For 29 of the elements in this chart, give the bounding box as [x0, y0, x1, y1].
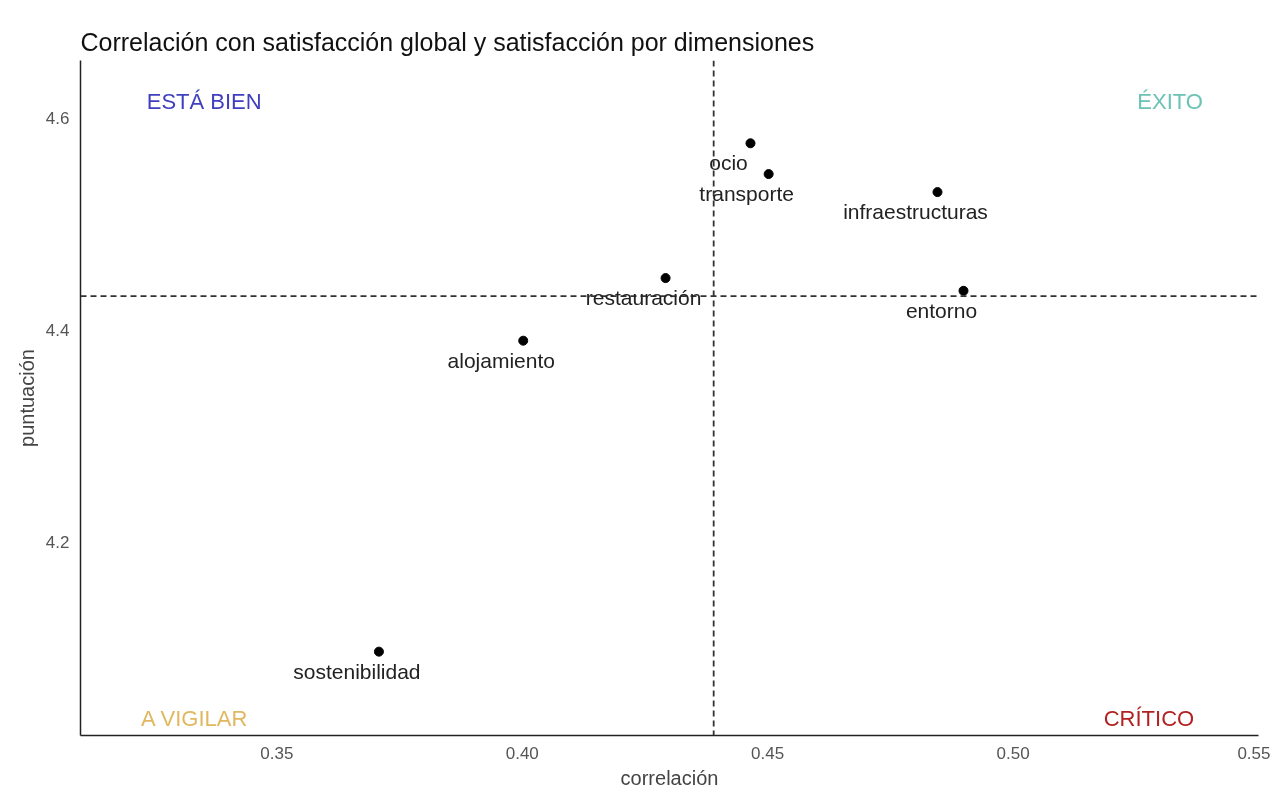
x-tick-label: 0.50: [996, 743, 1030, 763]
chart-title: Correlación con satisfacción global y satisfacción por dimensiones: [80, 27, 815, 56]
annotation: alojamiento: [447, 348, 555, 372]
x-tick-label: 0.45: [751, 743, 785, 763]
annotation: entorno: [905, 298, 978, 322]
annotation: ÉXITO: [1137, 88, 1203, 114]
annotation: restauración: [585, 286, 702, 310]
annotation: sostenibilidad: [293, 659, 421, 683]
point: [763, 169, 774, 180]
y-axis-title: puntuación: [15, 349, 38, 447]
annotation: A VIGILAR: [140, 706, 248, 732]
point: [958, 285, 969, 296]
y-tick-label: 4.4: [45, 321, 70, 341]
point: [932, 187, 943, 198]
y-tick-label: 4.2: [45, 533, 70, 553]
point: [660, 273, 671, 284]
x-tick-label: 0.40: [505, 743, 539, 763]
point: [745, 138, 756, 149]
point: [518, 335, 529, 346]
x-tick-label: 0.35: [260, 743, 294, 763]
annotation: transporte: [699, 182, 794, 206]
annotation: ocio: [709, 151, 748, 175]
annotation: ESTÁ BIEN: [146, 88, 262, 114]
annotation: CRÍTICO: [1103, 706, 1195, 732]
x-axis-title: correlación: [620, 766, 719, 789]
x-tick-label: 0.55: [1237, 743, 1271, 763]
y-tick-label: 4.6: [45, 108, 70, 128]
point: [373, 646, 384, 657]
annotation: infraestructuras: [843, 200, 988, 224]
